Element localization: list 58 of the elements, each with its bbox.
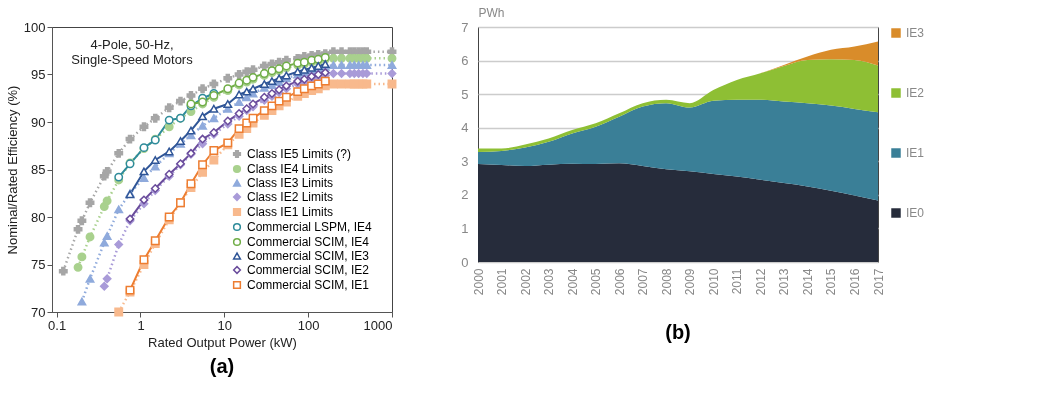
x-tick-label: 2006: [612, 268, 627, 296]
y-axis-title: PWh: [478, 5, 505, 20]
legend-label: Class IE4 Limits: [247, 162, 334, 176]
annotation: 4-Pole, 50-Hz, Single-Speed Motors: [71, 37, 194, 67]
x-tick-label: 2016: [847, 268, 862, 296]
x-tick-label: 2008: [659, 268, 674, 296]
x-tick-label: 2003: [542, 268, 557, 296]
y-tick-label: 100: [23, 19, 46, 35]
x-tick-label: 2014: [800, 268, 815, 296]
x-tick-label: 2007: [636, 268, 651, 296]
x-tick-label: 0.1: [48, 317, 67, 333]
x-tick-label: 2004: [565, 268, 580, 296]
x-tick-label: 2010: [706, 268, 721, 296]
legend-label: Commercial LSPM, IE4: [247, 220, 373, 234]
legend-label: Class IE5 Limits (?): [247, 147, 352, 161]
legend-label: Class IE3 Limits: [247, 176, 334, 190]
y-tick-label: 6: [461, 53, 469, 69]
x-axis-title: Rated Output Power (kW): [148, 334, 297, 350]
y-tick-label: 70: [31, 304, 46, 320]
y-tick-label: 5: [461, 86, 469, 102]
legend-label: IE0: [906, 206, 925, 220]
y-tick-label: 75: [31, 257, 46, 272]
y-tick-label: 95: [31, 67, 46, 82]
y-tick-label: 85: [31, 162, 46, 177]
legend-label: Commercial SCIM, IE4: [247, 235, 370, 249]
y-axis-title: Nominal/Rated Efficiency (%): [4, 85, 20, 255]
legend-label: IE1: [906, 146, 925, 160]
x-tick-label: 2005: [589, 268, 604, 296]
x-tick-label: 2002: [518, 268, 533, 296]
legend-label: Commercial SCIM, IE2: [247, 263, 370, 277]
x-tick-label: 1000: [363, 317, 393, 333]
x-tick-label: 2000: [471, 268, 486, 296]
legend-label: Class IE2 Limits: [247, 190, 334, 204]
y-tick-label: 90: [31, 114, 46, 130]
x-tick-label: 1: [137, 317, 145, 333]
x-tick-label: 2012: [753, 268, 768, 296]
y-tick-label: 3: [461, 153, 469, 169]
x-tick-label: 2009: [683, 268, 698, 296]
legend-label: IE2: [906, 86, 925, 100]
legend-label: Commercial SCIM, IE1: [247, 278, 370, 292]
y-tick-label: 7: [461, 19, 469, 35]
x-tick-label: 2015: [824, 268, 839, 296]
y-tick-label: 1: [461, 220, 469, 236]
text: (b): [665, 320, 691, 343]
y-tick-label: 4: [461, 120, 469, 136]
legend-label: Commercial SCIM, IE3: [247, 249, 370, 263]
x-tick-label: 2013: [777, 268, 792, 296]
y-tick-label: 0: [461, 254, 469, 270]
y-tick-label: 80: [31, 209, 46, 225]
x-tick-label: 100: [297, 317, 320, 333]
legend-label: IE3: [906, 26, 925, 40]
x-tick-label: 2011: [730, 268, 745, 295]
x-tick-label: 2017: [871, 268, 886, 296]
x-tick-label: 10: [217, 317, 233, 333]
text: (a): [209, 355, 235, 377]
legend-label: Class IE1 Limits: [247, 205, 334, 219]
x-tick-label: 2001: [495, 268, 510, 296]
y-tick-label: 2: [461, 187, 469, 203]
